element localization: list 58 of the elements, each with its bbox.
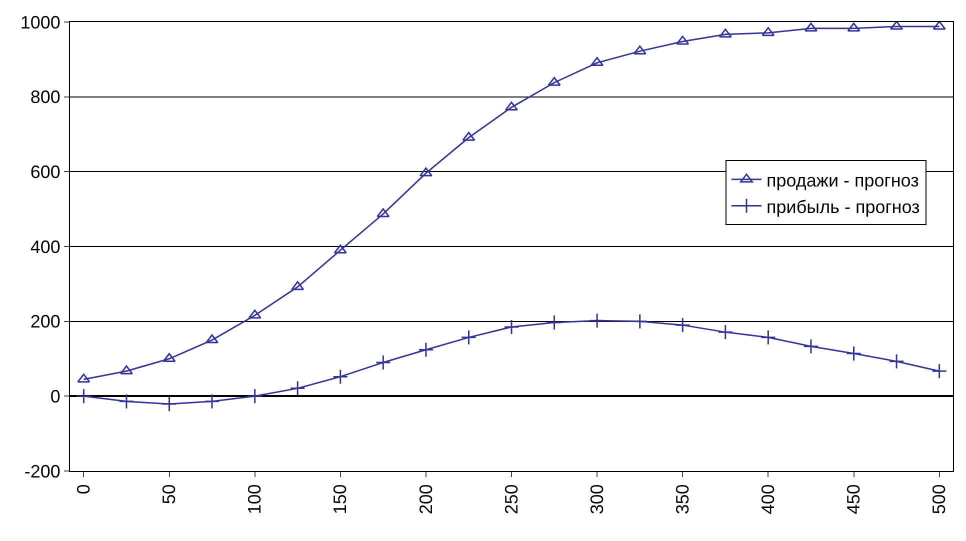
point (932, 363, 948, 379)
point (633, 45, 646, 54)
point (718, 324, 734, 340)
point (291, 281, 304, 290)
point (760, 330, 776, 346)
x-tick-label: 400 (758, 484, 778, 514)
point (76, 388, 92, 404)
x-tick-label: 150 (330, 484, 350, 514)
point (632, 314, 648, 330)
point (118, 394, 134, 410)
x-tick-label: 100 (244, 484, 265, 514)
point (375, 354, 391, 370)
x-tick-label: 450 (844, 484, 864, 514)
y-tick-label: -200 (24, 461, 60, 482)
point (204, 394, 220, 410)
point (77, 374, 90, 383)
point (290, 380, 306, 396)
point (589, 312, 605, 328)
point (248, 310, 262, 319)
y-tick-label: 600 (30, 162, 60, 182)
point (418, 342, 434, 358)
point (888, 354, 904, 370)
point (546, 314, 562, 330)
legend-label: продажи - прогноз (766, 170, 919, 190)
point (762, 27, 775, 36)
point (676, 36, 690, 45)
y-tick-label: 1000 (20, 12, 60, 32)
point (718, 28, 732, 38)
point (846, 346, 862, 362)
point (162, 396, 177, 412)
point (332, 368, 348, 384)
point (206, 334, 219, 344)
x-tick-label: 50 (159, 484, 180, 504)
x-tick-label: 350 (672, 484, 692, 514)
point (504, 319, 520, 335)
y-tick-label: 200 (30, 312, 60, 332)
point (120, 365, 133, 374)
point (804, 22, 818, 32)
legend-label: прибыль - прогноз (766, 196, 920, 217)
point (590, 57, 604, 66)
y-tick-label: 800 (30, 87, 60, 108)
point (334, 244, 347, 254)
point (460, 330, 476, 346)
point (419, 167, 432, 176)
x-tick-label: 500 (929, 484, 950, 514)
point (462, 132, 476, 141)
point (674, 317, 690, 333)
point (247, 388, 263, 404)
x-tick-label: 200 (416, 484, 436, 514)
point (847, 22, 860, 32)
y-tick-label: 400 (30, 236, 60, 257)
y-tick-label: 0 (50, 386, 60, 406)
x-tick-label: 250 (501, 484, 522, 514)
x-tick-label: 0 (74, 484, 94, 494)
point (376, 208, 390, 218)
x-tick-label: 300 (586, 484, 607, 514)
point (803, 338, 819, 354)
point (548, 76, 561, 86)
